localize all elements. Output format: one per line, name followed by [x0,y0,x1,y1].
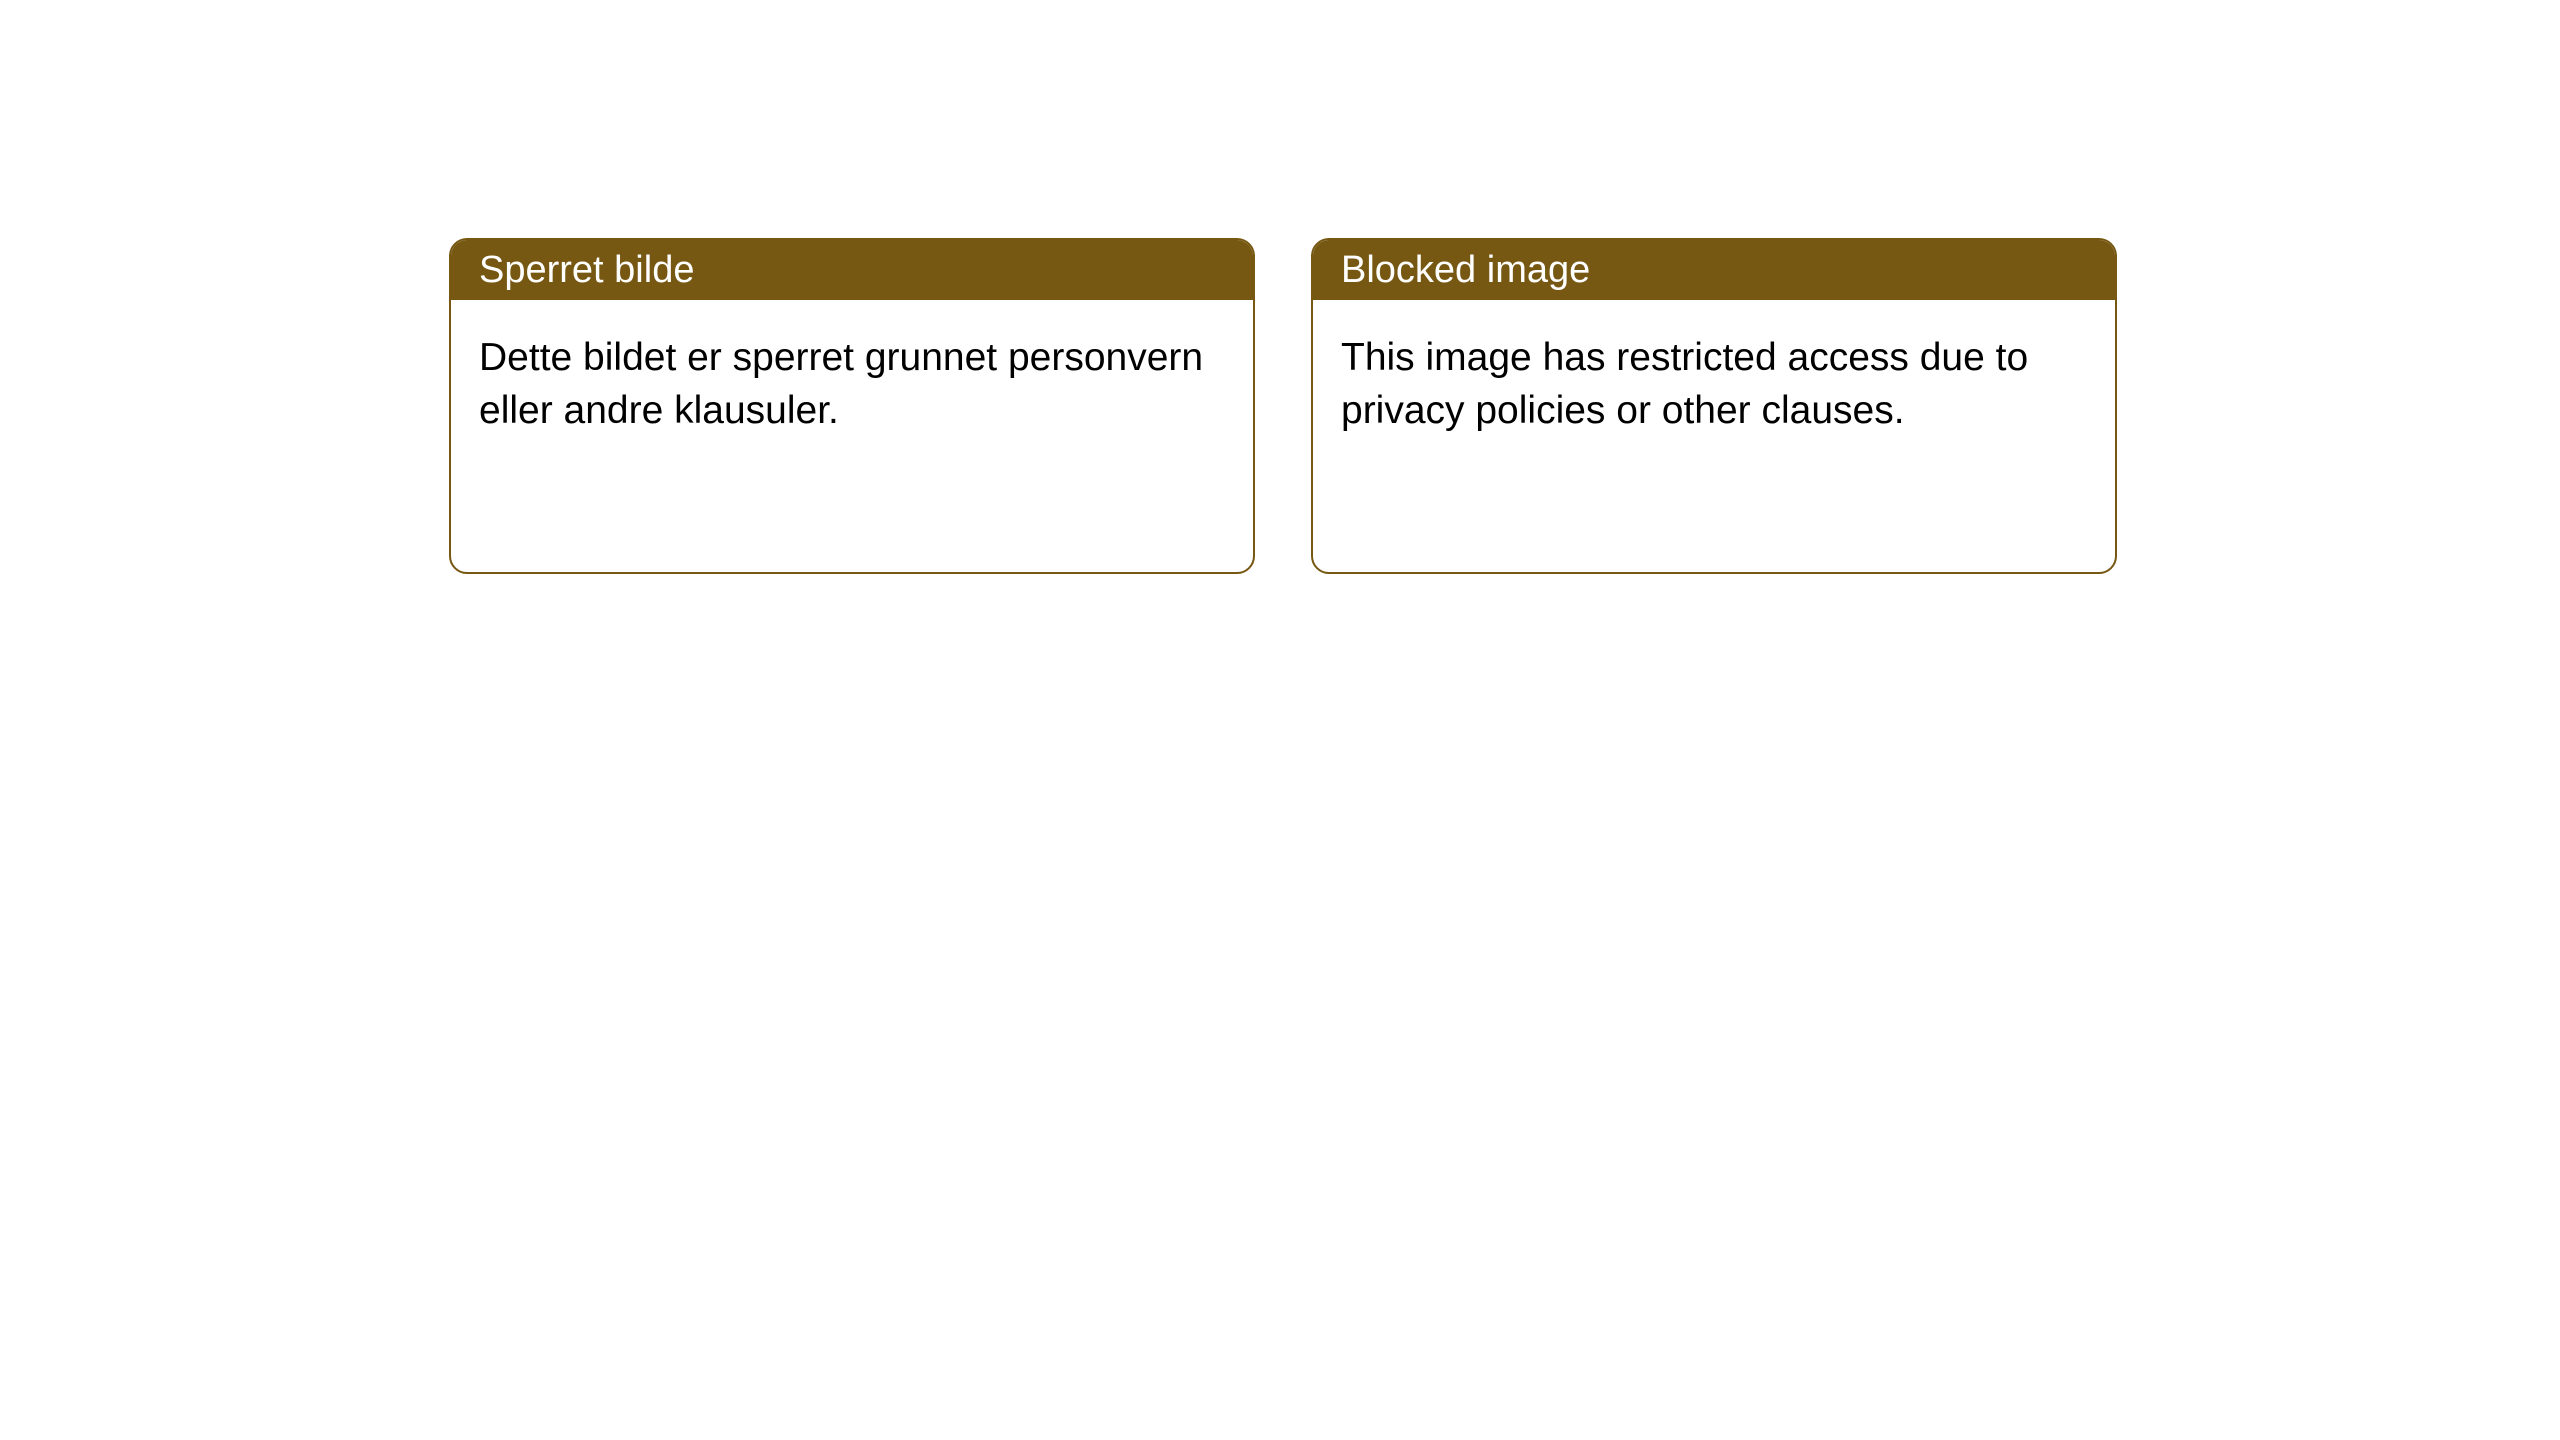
card-header: Blocked image [1313,240,2115,300]
card-body-text: This image has restricted access due to … [1341,336,2028,432]
card-title: Sperret bilde [479,249,694,292]
notice-card-norwegian: Sperret bilde Dette bildet er sperret gr… [449,238,1255,574]
notice-card-english: Blocked image This image has restricted … [1311,238,2117,574]
card-body: This image has restricted access due to … [1313,300,2115,469]
card-body: Dette bildet er sperret grunnet personve… [451,300,1253,469]
card-title: Blocked image [1341,249,1590,292]
card-header: Sperret bilde [451,240,1253,300]
notice-container: Sperret bilde Dette bildet er sperret gr… [449,238,2117,574]
card-body-text: Dette bildet er sperret grunnet personve… [479,336,1203,432]
